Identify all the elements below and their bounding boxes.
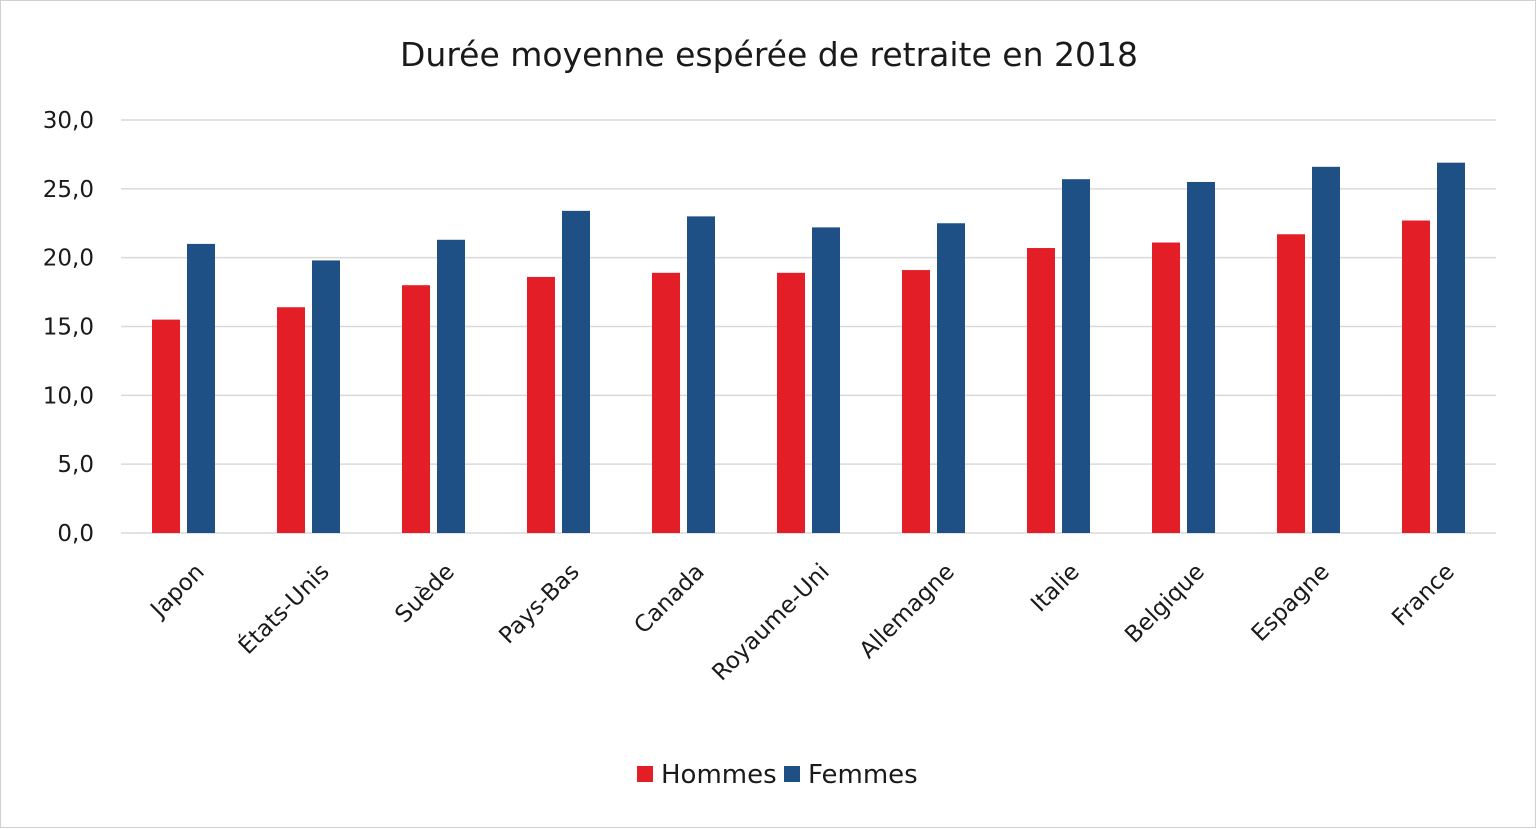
legend: Hommes Femmes bbox=[637, 760, 918, 790]
bar-femmes-10 bbox=[1312, 166, 1340, 533]
x-tick-label: Suède bbox=[390, 559, 459, 628]
x-tick-label: Royaume-Uni bbox=[707, 559, 834, 686]
y-tick-label: 30,0 bbox=[43, 108, 94, 134]
x-tick-label: Belgique bbox=[1120, 559, 1210, 649]
y-tick-label: 0,0 bbox=[57, 521, 94, 547]
bar-hommes-1 bbox=[152, 319, 180, 533]
bar-hommes-2 bbox=[277, 307, 305, 533]
bar-femmes-2 bbox=[312, 260, 340, 533]
bar-femmes-4 bbox=[562, 210, 590, 534]
bar-hommes-5 bbox=[652, 272, 680, 533]
x-tick-label: Canada bbox=[629, 559, 709, 639]
bar-femmes-6 bbox=[812, 227, 840, 533]
y-axis-ticks: 0,0 5,0 10,0 15,0 20,0 25,0 30,0 bbox=[43, 108, 94, 547]
y-tick-label: 25,0 bbox=[43, 177, 94, 203]
bar-hommes-11 bbox=[1402, 220, 1430, 533]
bar-femmes-8 bbox=[1062, 179, 1090, 534]
x-tick-label: Espagne bbox=[1247, 559, 1335, 647]
y-tick-label: 15,0 bbox=[43, 315, 94, 341]
x-tick-label: Pays-Bas bbox=[494, 559, 584, 649]
bar-hommes-3 bbox=[402, 285, 430, 533]
x-tick-label: Allemagne bbox=[855, 559, 960, 664]
bar-hommes-8 bbox=[1027, 248, 1055, 533]
legend-label-hommes: Hommes bbox=[661, 760, 777, 790]
bar-hommes-6 bbox=[777, 272, 805, 533]
x-axis-ticks: Japon États-Unis Suède Pays-Bas CanadaRoyaum… bbox=[145, 557, 1460, 686]
bar-hommes-7 bbox=[902, 270, 930, 533]
legend-swatch-femmes bbox=[784, 766, 800, 782]
x-tick-label: Italie bbox=[1026, 559, 1085, 618]
bar-hommes-9 bbox=[1152, 242, 1180, 534]
bar-hommes-4 bbox=[527, 276, 555, 533]
y-tick-label: 20,0 bbox=[43, 246, 94, 272]
bar-hommes-10 bbox=[1277, 234, 1305, 533]
bar-femmes-5 bbox=[687, 216, 715, 533]
bars bbox=[152, 162, 1465, 534]
bar-femmes-7 bbox=[937, 223, 965, 533]
legend-swatch-hommes bbox=[637, 766, 653, 782]
chart-title: Durée moyenne espérée de retraite en 201… bbox=[400, 35, 1138, 74]
x-tick-label: États-Unis bbox=[232, 557, 334, 659]
x-tick-label: France bbox=[1387, 559, 1459, 631]
legend-label-femmes: Femmes bbox=[808, 760, 918, 790]
bar-femmes-11 bbox=[1437, 162, 1465, 533]
bar-femmes-9 bbox=[1187, 181, 1215, 533]
y-tick-label: 10,0 bbox=[43, 383, 94, 409]
bar-femmes-1 bbox=[187, 243, 215, 533]
y-tick-label: 5,0 bbox=[57, 452, 94, 478]
bar-femmes-3 bbox=[437, 239, 465, 533]
gridlines bbox=[121, 119, 1496, 534]
x-tick-label: Japon bbox=[145, 559, 210, 624]
